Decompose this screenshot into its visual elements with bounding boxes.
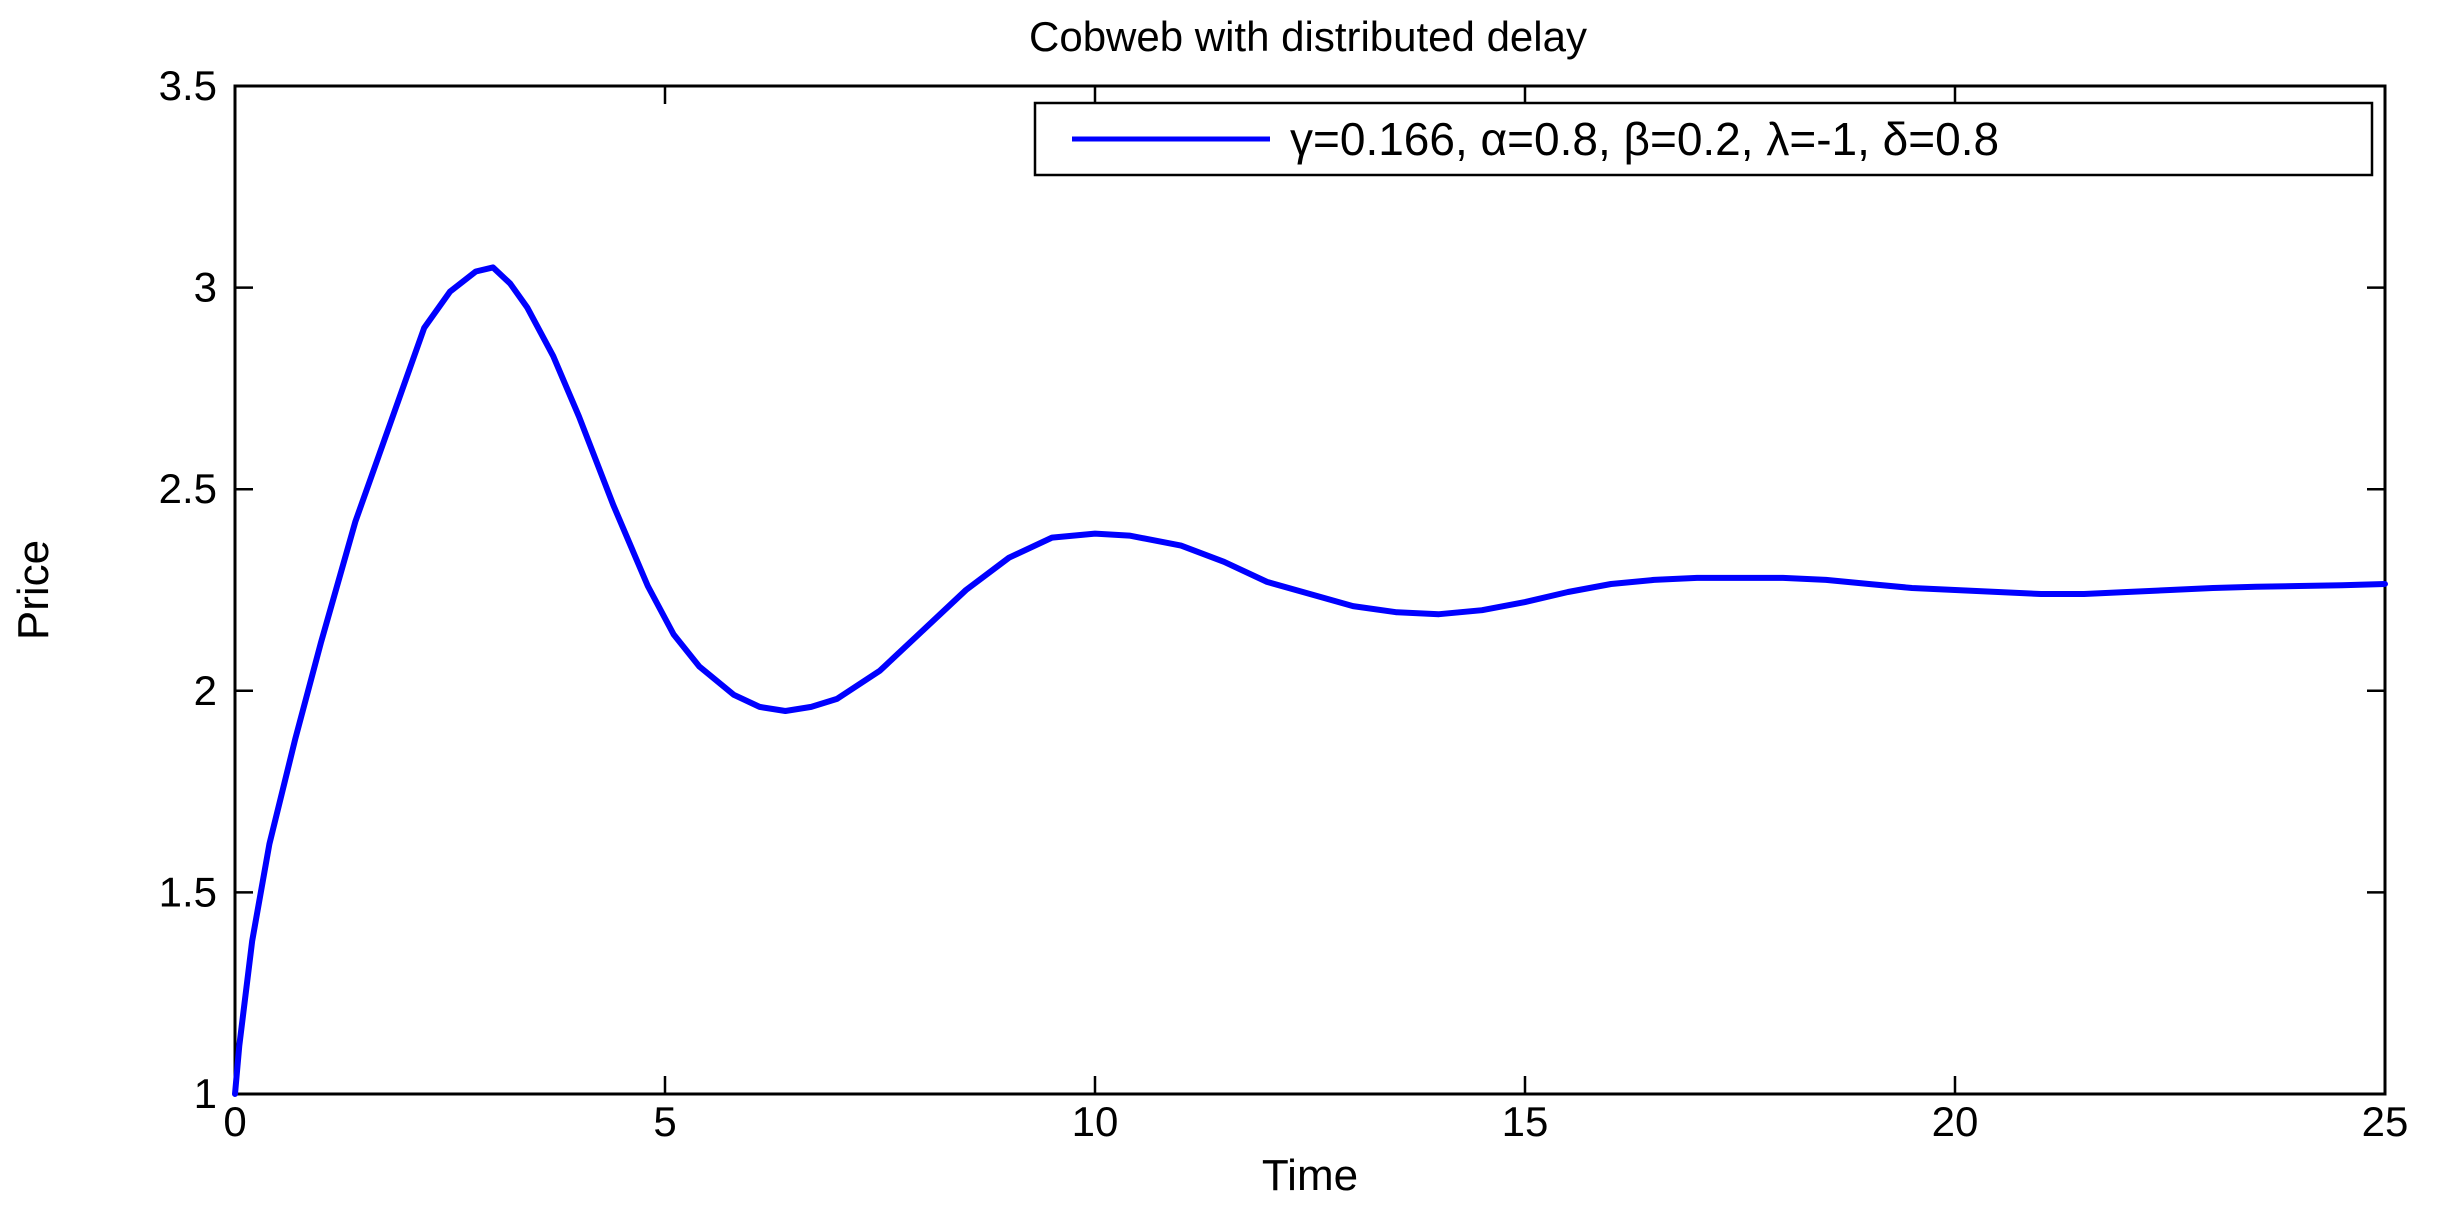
x-tick-label: 0 bbox=[223, 1098, 246, 1145]
x-tick-label: 5 bbox=[653, 1098, 676, 1145]
y-tick-label: 1.5 bbox=[159, 868, 217, 915]
legend-entry-label: γ=0.166, α=0.8, β=0.2, λ=-1, δ=0.8 bbox=[1290, 113, 1999, 165]
plot-frame bbox=[233, 84, 2387, 1096]
y-tick-label: 3.5 bbox=[159, 62, 217, 109]
x-tick-label: 25 bbox=[2362, 1098, 2409, 1145]
chart-title: Cobweb with distributed delay bbox=[1029, 13, 1587, 60]
axis-tick-labels: 0 5 10 15 20 25 1 1.5 2 2.5 3 3.5 bbox=[159, 62, 2409, 1145]
series-layer bbox=[232, 264, 2388, 1097]
plot-area: 0 5 10 15 20 25 1 1.5 2 2.5 3 3.5 bbox=[159, 62, 2409, 1145]
x-axis-label: Time bbox=[1262, 1151, 1358, 1200]
series-line bbox=[232, 264, 2388, 1097]
axis-ticks bbox=[233, 84, 2387, 1096]
y-tick-label: 3 bbox=[194, 264, 217, 311]
x-tick-label: 15 bbox=[1502, 1098, 1549, 1145]
x-tick-label: 20 bbox=[1932, 1098, 1979, 1145]
legend: γ=0.166, α=0.8, β=0.2, λ=-1, δ=0.8 bbox=[1033, 101, 2374, 177]
x-tick-label: 10 bbox=[1072, 1098, 1119, 1145]
y-axis-label: Price bbox=[9, 540, 58, 640]
y-tick-label: 1 bbox=[194, 1070, 217, 1117]
y-tick-label: 2 bbox=[194, 667, 217, 714]
y-tick-label: 2.5 bbox=[159, 465, 217, 512]
